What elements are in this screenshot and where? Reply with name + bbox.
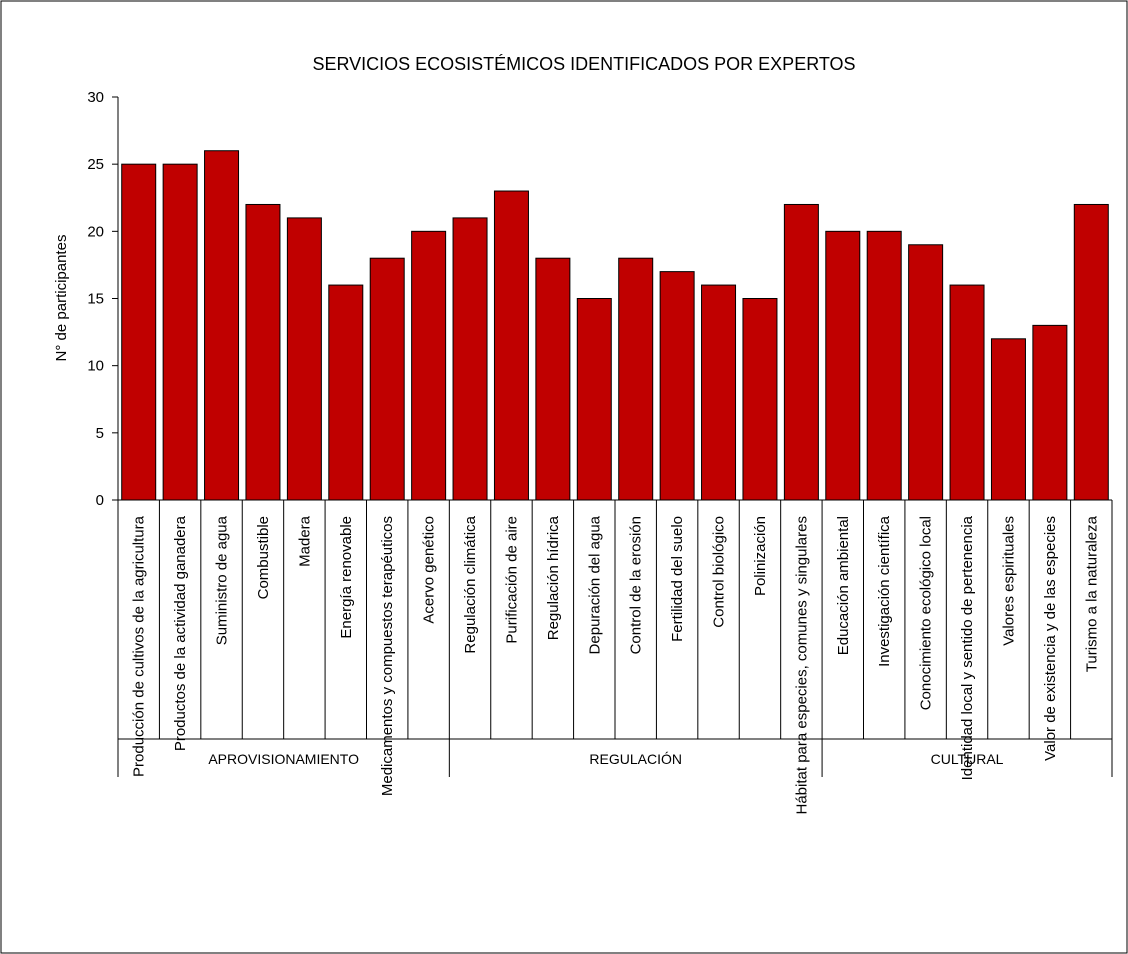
category-label: Identidad local y sentido de pertenencia [959, 515, 976, 780]
category-label: Medicamentos y compuestos terapéuticos [379, 516, 396, 796]
bar [493, 190, 529, 501]
category-label: Control biológico [711, 516, 728, 628]
bar [701, 284, 737, 501]
bar [411, 230, 447, 501]
category-label: Turismo a la naturaleza [1083, 515, 1100, 672]
group-label: REGULACIÓN [589, 751, 682, 767]
category-label: Regulación climática [462, 515, 479, 653]
category-label: Acervo genético [421, 516, 438, 624]
y-tick-label: 10 [87, 358, 104, 375]
category-label: Conocimiento ecológico local [918, 516, 935, 710]
category-label: Productos de la actividad ganadera [172, 515, 189, 751]
axes-group [117, 97, 1113, 777]
y-tick-label: 5 [96, 425, 104, 442]
bar [825, 230, 861, 501]
category-label: Energía renovable [338, 516, 355, 639]
category-label: Combustible [255, 516, 272, 599]
bar [783, 203, 819, 501]
y-tick-label: 30 [87, 89, 104, 106]
bar [162, 163, 198, 501]
category-label: Control de la erosión [628, 516, 645, 654]
category-label: Producción de cultivos de la agricultura [131, 515, 148, 777]
category-groups: APROVISIONAMIENTO REGULACIÓN CULTURAL [117, 739, 1113, 777]
category-label: Suministro de agua [214, 515, 231, 645]
bar [990, 338, 1026, 501]
y-tick-label: 0 [96, 492, 104, 509]
group-label: APROVISIONAMIENTO [208, 751, 359, 767]
y-tick-label: 25 [87, 156, 104, 173]
bar [286, 217, 322, 501]
bar [908, 244, 944, 501]
category-label: Valor de existencia y de las especies [1042, 516, 1059, 761]
bar [369, 257, 405, 501]
y-axis-title: N° de participantes [53, 235, 70, 362]
bar [452, 217, 488, 501]
category-label: Valores espirituales [1000, 516, 1017, 646]
bar [659, 271, 695, 501]
category-label: Purificación de aire [503, 516, 520, 644]
y-tick-label: 20 [87, 223, 104, 240]
bar [618, 257, 654, 501]
category-label: Regulación hídrica [545, 515, 562, 640]
y-ticks-group: 0 5 10 15 20 25 30 [87, 89, 118, 509]
category-label: Polinización [752, 516, 769, 596]
bar [576, 298, 612, 501]
bar [204, 150, 240, 501]
bar [535, 257, 571, 501]
group-label: CULTURAL [931, 751, 1004, 767]
category-label: Fertilidad del suelo [669, 516, 686, 642]
bar [1073, 203, 1109, 501]
bar [121, 163, 157, 501]
category-label: Hábitat para especies, comunes y singula… [793, 516, 810, 815]
y-tick-label: 15 [87, 291, 104, 308]
bar [245, 203, 281, 501]
category-label: Educación ambiental [835, 516, 852, 655]
bar [866, 230, 902, 501]
bar [742, 298, 778, 501]
bar [1032, 324, 1068, 501]
bars-group [121, 150, 1109, 501]
category-label: Madera [296, 515, 313, 567]
bar [328, 284, 364, 501]
category-label: Investigación científica [876, 515, 893, 667]
chart-title: SERVICIOS ECOSISTÉMICOS IDENTIFICADOS PO… [312, 54, 855, 74]
category-label: Depuración del agua [586, 515, 603, 654]
x-labels-group: Producción de cultivos de la agricultura… [131, 515, 1101, 814]
bar [949, 284, 985, 501]
